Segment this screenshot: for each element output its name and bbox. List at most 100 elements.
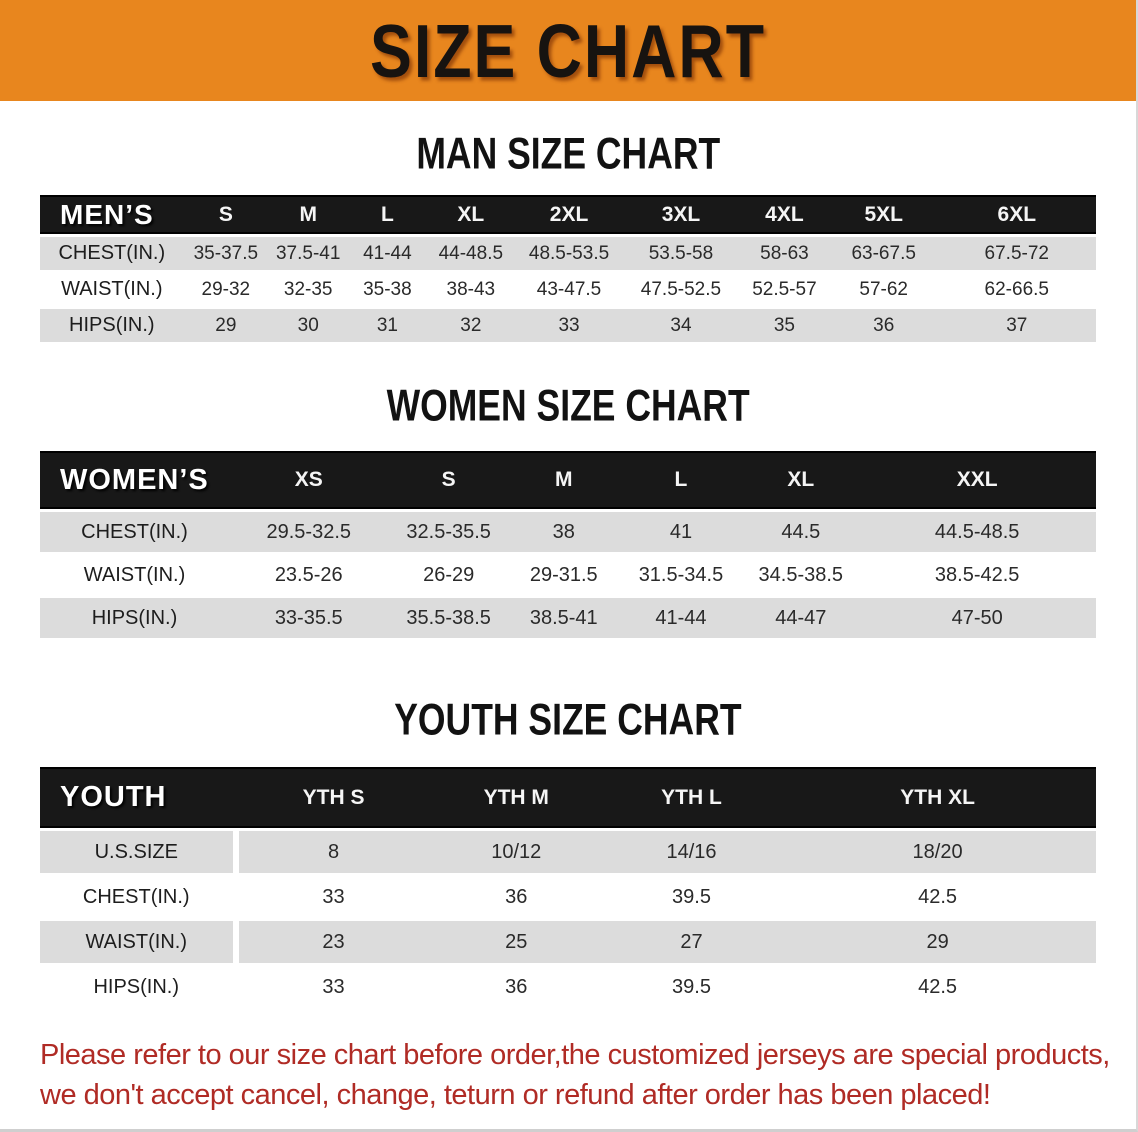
size-value: 35.5-38.5 <box>388 598 509 638</box>
size-value: 34 <box>622 309 740 342</box>
size-value: 48.5-53.5 <box>515 237 623 270</box>
size-value: 41 <box>618 512 744 552</box>
men-chest-row: CHEST(IN.) 35-37.5 37.5-41 41-44 44-48.5… <box>40 237 1096 270</box>
men-table-title: MEN’S <box>40 195 184 234</box>
youth-ussize-row: U.S.SIZE 8 10/12 14/16 18/20 <box>40 831 1096 873</box>
youth-table-title: YOUTH <box>40 767 239 828</box>
measurement-label: WAIST(IN.) <box>40 921 239 963</box>
size-column-header: S <box>183 195 269 234</box>
men-waist-row: WAIST(IN.) 29-32 32-35 35-38 38-43 43-47… <box>40 273 1096 306</box>
size-value: 44-48.5 <box>426 237 516 270</box>
youth-size-table: YOUTH YTH S YTH M YTH L YTH XL U.S.SIZE … <box>40 764 1096 1011</box>
size-column-header: M <box>268 195 349 234</box>
size-value: 44.5-48.5 <box>858 512 1096 552</box>
size-value: 34.5-38.5 <box>743 555 859 595</box>
size-value: 52.5-57 <box>739 273 830 306</box>
size-value: 33 <box>238 876 429 918</box>
size-value: 27 <box>603 921 780 963</box>
size-value: 32-35 <box>268 273 349 306</box>
size-value: 23 <box>238 921 429 963</box>
size-column-header: YTH L <box>603 767 780 828</box>
size-value: 26-29 <box>388 555 509 595</box>
measurement-label: HIPS(IN.) <box>40 966 239 1008</box>
measurement-label: WAIST(IN.) <box>40 273 184 306</box>
size-value: 63-67.5 <box>829 237 938 270</box>
measurement-label: U.S.SIZE <box>40 831 239 873</box>
size-column-header: YTH XL <box>779 767 1096 828</box>
size-column-header: 4XL <box>739 195 830 234</box>
women-hips-row: HIPS(IN.) 33-35.5 35.5-38.5 38.5-41 41-4… <box>40 598 1096 638</box>
size-value: 42.5 <box>779 876 1096 918</box>
men-size-table-wrap: MEN’S S M L XL 2XL 3XL 4XL 5XL 6XL CHEST… <box>0 192 1136 345</box>
size-value: 38.5-41 <box>508 598 619 638</box>
size-value: 37.5-41 <box>268 237 349 270</box>
size-value: 29-32 <box>183 273 269 306</box>
size-value: 33-35.5 <box>229 598 389 638</box>
page-title: SIZE CHART <box>370 8 766 93</box>
size-column-header: 3XL <box>622 195 740 234</box>
size-value: 23.5-26 <box>229 555 389 595</box>
banner: SIZE CHART <box>0 0 1136 101</box>
size-value: 47.5-52.5 <box>622 273 740 306</box>
size-value: 10/12 <box>428 831 604 873</box>
women-section-heading: WOMEN SIZE CHART <box>386 380 750 431</box>
size-value: 35-38 <box>348 273 427 306</box>
size-value: 41-44 <box>348 237 427 270</box>
size-column-header: XS <box>229 451 389 509</box>
men-hips-row: HIPS(IN.) 29 30 31 32 33 34 35 36 37 <box>40 309 1096 342</box>
size-value: 14/16 <box>603 831 780 873</box>
measurement-label: CHEST(IN.) <box>40 512 230 552</box>
size-column-header: L <box>618 451 744 509</box>
size-value: 43-47.5 <box>515 273 623 306</box>
size-value: 44.5 <box>743 512 859 552</box>
size-value: 35-37.5 <box>183 237 269 270</box>
size-value: 58-63 <box>739 237 830 270</box>
measurement-label: HIPS(IN.) <box>40 598 230 638</box>
women-size-table-wrap: WOMEN’S XS S M L XL XXL CHEST(IN.) 29.5-… <box>0 448 1136 641</box>
size-column-header: XXL <box>858 451 1096 509</box>
youth-size-table-wrap: YOUTH YTH S YTH M YTH L YTH XL U.S.SIZE … <box>0 764 1136 1011</box>
size-column-header: 6XL <box>937 195 1096 234</box>
size-value: 39.5 <box>603 966 780 1008</box>
youth-section-heading: YOUTH SIZE CHART <box>394 694 742 745</box>
size-value: 38-43 <box>426 273 516 306</box>
youth-header-row: YOUTH YTH S YTH M YTH L YTH XL <box>40 767 1096 828</box>
measurement-label: WAIST(IN.) <box>40 555 230 595</box>
size-value: 37 <box>937 309 1096 342</box>
size-value: 33 <box>238 966 429 1008</box>
men-header-row: MEN’S S M L XL 2XL 3XL 4XL 5XL 6XL <box>40 195 1096 234</box>
size-column-header: 2XL <box>515 195 623 234</box>
women-table-title: WOMEN’S <box>40 451 230 509</box>
size-value: 33 <box>515 309 623 342</box>
size-value: 29.5-32.5 <box>229 512 389 552</box>
size-value: 36 <box>829 309 938 342</box>
size-value: 38.5-42.5 <box>858 555 1096 595</box>
size-value: 62-66.5 <box>937 273 1096 306</box>
measurement-label: CHEST(IN.) <box>40 237 184 270</box>
youth-chest-row: CHEST(IN.) 33 36 39.5 42.5 <box>40 876 1096 918</box>
size-column-header: XL <box>743 451 859 509</box>
size-value: 29-31.5 <box>508 555 619 595</box>
size-value: 18/20 <box>779 831 1096 873</box>
size-value: 29 <box>183 309 269 342</box>
women-chest-row: CHEST(IN.) 29.5-32.5 32.5-35.5 38 41 44.… <box>40 512 1096 552</box>
size-value: 35 <box>739 309 830 342</box>
size-value: 30 <box>268 309 349 342</box>
men-size-table: MEN’S S M L XL 2XL 3XL 4XL 5XL 6XL CHEST… <box>40 192 1096 345</box>
women-waist-row: WAIST(IN.) 23.5-26 26-29 29-31.5 31.5-34… <box>40 555 1096 595</box>
size-value: 53.5-58 <box>622 237 740 270</box>
youth-waist-row: WAIST(IN.) 23 25 27 29 <box>40 921 1096 963</box>
size-column-header: S <box>388 451 509 509</box>
size-value: 67.5-72 <box>937 237 1096 270</box>
measurement-label: HIPS(IN.) <box>40 309 184 342</box>
size-value: 39.5 <box>603 876 780 918</box>
size-value: 8 <box>238 831 429 873</box>
size-value: 47-50 <box>858 598 1096 638</box>
size-value: 32 <box>426 309 516 342</box>
women-header-row: WOMEN’S XS S M L XL XXL <box>40 451 1096 509</box>
size-value: 36 <box>428 876 604 918</box>
size-column-header: XL <box>426 195 516 234</box>
size-column-header: YTH S <box>238 767 429 828</box>
size-column-header: M <box>508 451 619 509</box>
